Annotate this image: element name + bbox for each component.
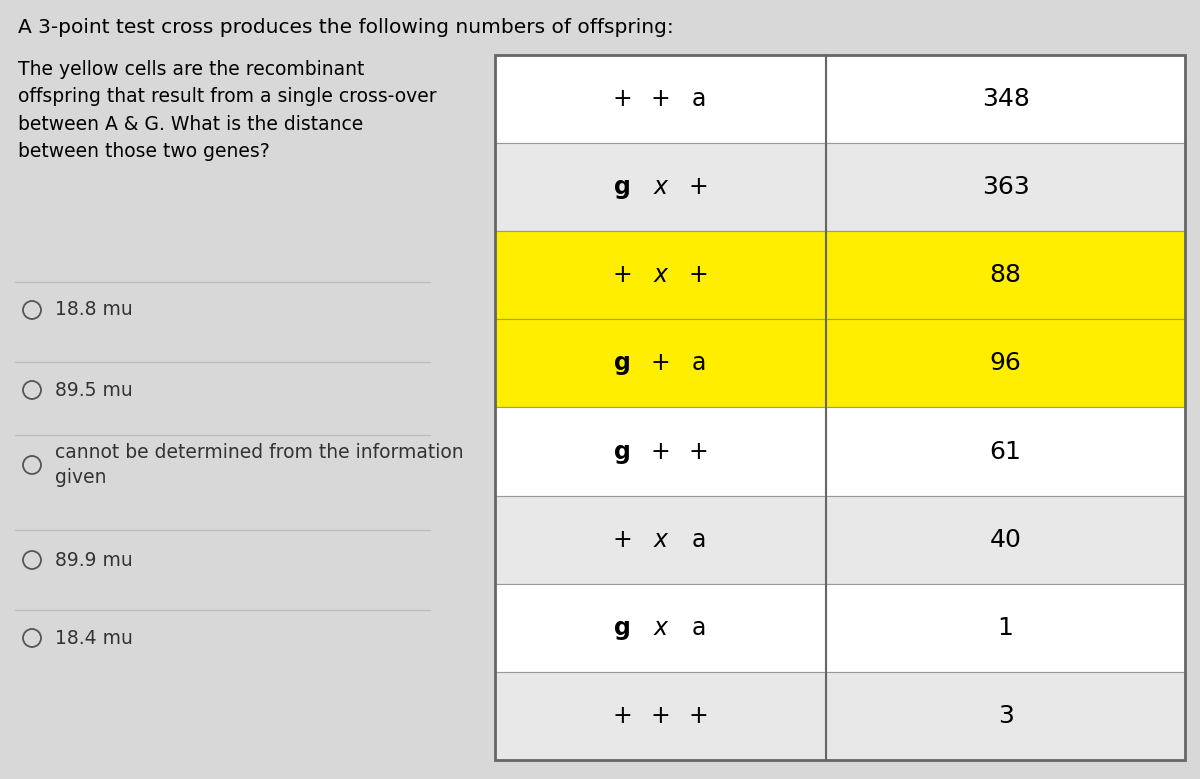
Text: x: x <box>654 616 667 640</box>
Text: The yellow cells are the recombinant
offspring that result from a single cross-o: The yellow cells are the recombinant off… <box>18 60 437 160</box>
Text: +: + <box>613 527 632 552</box>
Text: +: + <box>613 704 632 728</box>
Text: 88: 88 <box>990 263 1021 287</box>
Text: 61: 61 <box>990 439 1021 464</box>
Text: 18.4 mu: 18.4 mu <box>55 629 133 647</box>
FancyBboxPatch shape <box>827 671 1186 760</box>
FancyBboxPatch shape <box>496 583 827 671</box>
Text: +: + <box>689 704 708 728</box>
Text: g: g <box>614 616 631 640</box>
FancyBboxPatch shape <box>827 407 1186 495</box>
FancyBboxPatch shape <box>827 583 1186 671</box>
FancyBboxPatch shape <box>496 407 827 495</box>
Text: +: + <box>689 439 708 464</box>
FancyBboxPatch shape <box>496 231 827 319</box>
Text: +: + <box>613 263 632 287</box>
FancyBboxPatch shape <box>496 495 827 583</box>
Text: a: a <box>691 527 706 552</box>
Text: +: + <box>650 351 671 375</box>
Text: a: a <box>691 351 706 375</box>
Text: cannot be determined from the information
given: cannot be determined from the informatio… <box>55 443 463 487</box>
Text: x: x <box>654 263 667 287</box>
Text: g: g <box>614 439 631 464</box>
Text: +: + <box>650 87 671 111</box>
Text: +: + <box>650 439 671 464</box>
FancyBboxPatch shape <box>827 55 1186 143</box>
Text: a: a <box>691 616 706 640</box>
Text: +: + <box>689 175 708 199</box>
Text: x: x <box>654 175 667 199</box>
Text: 348: 348 <box>982 87 1030 111</box>
FancyBboxPatch shape <box>496 143 827 231</box>
FancyBboxPatch shape <box>827 231 1186 319</box>
Text: 40: 40 <box>990 527 1021 552</box>
Text: 96: 96 <box>990 351 1021 375</box>
FancyBboxPatch shape <box>827 143 1186 231</box>
FancyBboxPatch shape <box>496 671 827 760</box>
Text: A 3-point test cross produces the following numbers of offspring:: A 3-point test cross produces the follow… <box>18 18 673 37</box>
FancyBboxPatch shape <box>827 319 1186 407</box>
FancyBboxPatch shape <box>496 55 827 143</box>
Text: 89.5 mu: 89.5 mu <box>55 380 133 400</box>
Text: +: + <box>689 263 708 287</box>
Text: x: x <box>654 527 667 552</box>
Text: g: g <box>614 175 631 199</box>
Text: +: + <box>650 704 671 728</box>
Text: g: g <box>614 351 631 375</box>
Text: 1: 1 <box>997 616 1014 640</box>
FancyBboxPatch shape <box>496 319 827 407</box>
Text: 363: 363 <box>982 175 1030 199</box>
Text: +: + <box>613 87 632 111</box>
Text: 89.9 mu: 89.9 mu <box>55 551 133 569</box>
Text: a: a <box>691 87 706 111</box>
FancyBboxPatch shape <box>827 495 1186 583</box>
Text: 3: 3 <box>997 704 1014 728</box>
Text: 18.8 mu: 18.8 mu <box>55 301 133 319</box>
